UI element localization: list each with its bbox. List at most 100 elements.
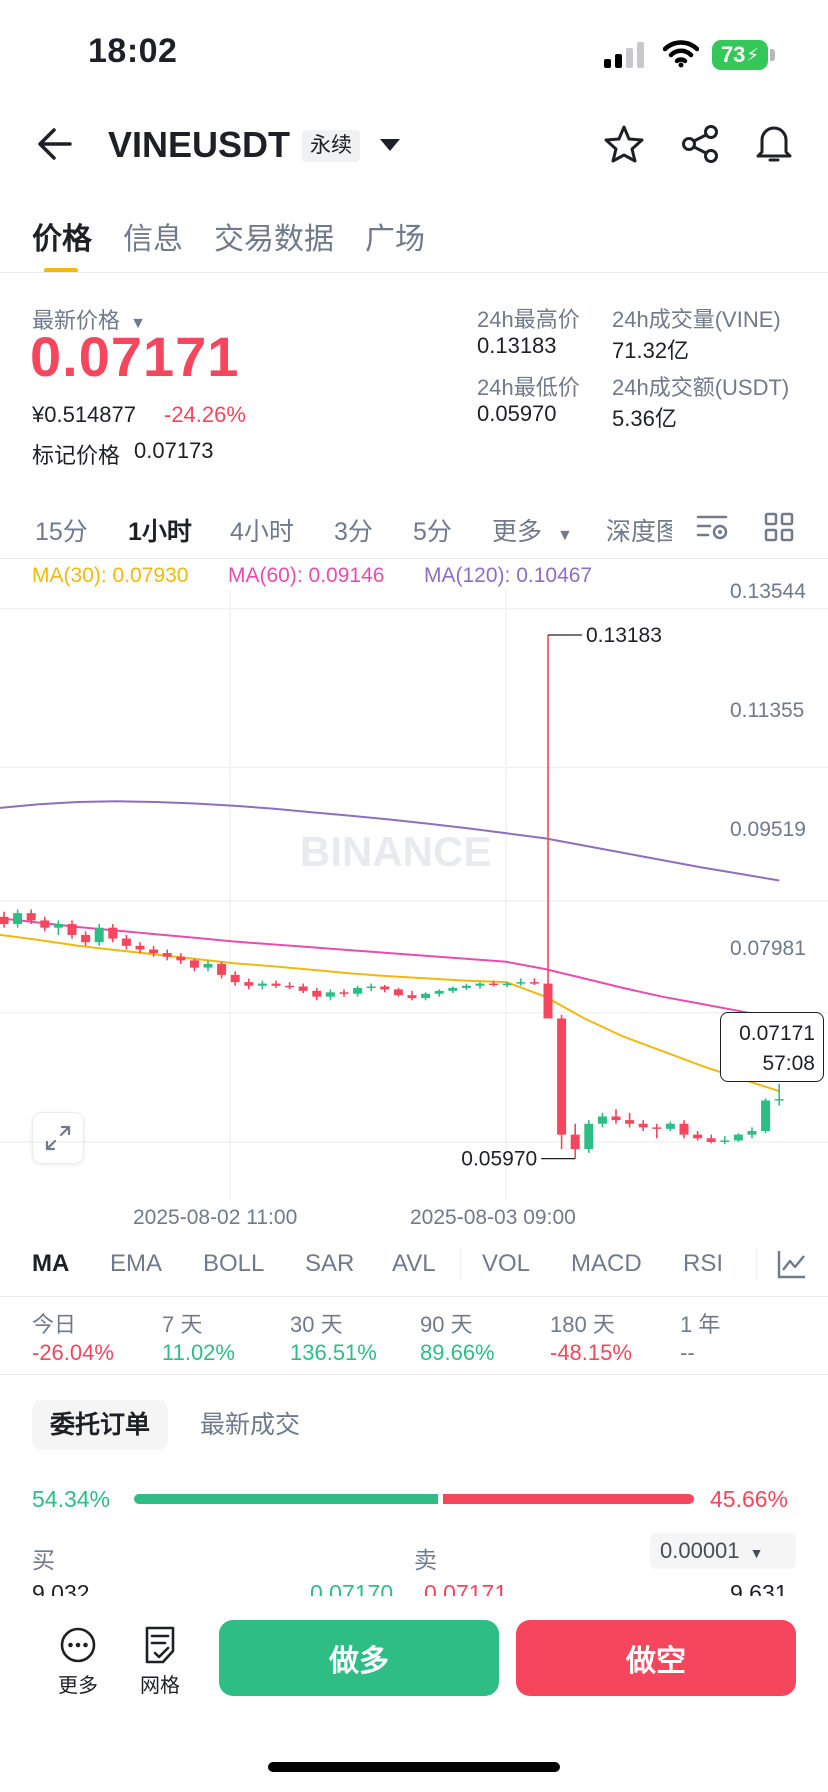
ma-lines xyxy=(0,800,780,1093)
timeframe-1h[interactable]: 1小时 xyxy=(128,518,192,546)
layout-grid-icon[interactable] xyxy=(764,512,794,542)
candle xyxy=(13,909,23,928)
period-change: -26.04% xyxy=(32,1340,114,1365)
symbol-title[interactable]: VINEUSDT xyxy=(108,124,291,165)
ma30-legend: MA(30): 0.07930 xyxy=(32,564,189,587)
candle-body xyxy=(434,990,444,994)
candle-body xyxy=(0,916,9,925)
long-button[interactable]: 做多 xyxy=(219,1620,499,1696)
timeframe-15m[interactable]: 15分 xyxy=(35,518,88,546)
indicator-ma[interactable]: MA xyxy=(32,1250,70,1277)
symbol-dropdown-icon[interactable] xyxy=(378,136,402,154)
candle-body xyxy=(353,987,363,994)
timeframe-more[interactable]: 更多 ▼ xyxy=(492,512,573,548)
tab-trading-data[interactable]: 交易数据 xyxy=(214,223,334,256)
period-change: -48.15% xyxy=(550,1340,632,1365)
fullscreen-button[interactable] xyxy=(32,1112,84,1164)
candle xyxy=(257,980,267,990)
indicators-divider xyxy=(0,1296,828,1297)
candle-body xyxy=(149,949,159,954)
high-24h-label: 24h最高价 xyxy=(477,307,580,332)
period-label: 7 天 xyxy=(162,1312,203,1337)
candle-body xyxy=(516,982,526,984)
timeframe-4h[interactable]: 4小时 xyxy=(230,518,294,546)
alert-bell-icon[interactable] xyxy=(754,122,794,164)
grid-trading-button[interactable]: 网格 xyxy=(132,1626,188,1698)
indicator-macd[interactable]: MACD xyxy=(571,1250,642,1277)
candle-body xyxy=(298,986,308,991)
short-button[interactable]: 做空 xyxy=(516,1620,796,1696)
candle-body xyxy=(13,913,23,925)
ma60-legend: MA(60): 0.09146 xyxy=(228,564,385,587)
candle-body xyxy=(421,993,431,999)
candlestick-chart[interactable]: BINANCE 0.13183 0.05970 xyxy=(0,590,828,1200)
more-button[interactable]: 更多 xyxy=(50,1626,106,1698)
tab-latest-trades[interactable]: 最新成交 xyxy=(200,1411,301,1439)
favorite-star-icon[interactable] xyxy=(604,124,644,164)
candle xyxy=(747,1127,757,1139)
tab-info[interactable]: 信息 xyxy=(123,223,183,256)
candle-body xyxy=(40,920,50,928)
candle xyxy=(502,982,512,988)
candle xyxy=(203,960,213,972)
tab-square[interactable]: 广场 xyxy=(365,223,425,256)
candle-body xyxy=(448,987,458,991)
candle-body xyxy=(285,985,295,988)
y-tick-2: 0.09519 xyxy=(730,818,806,841)
ma120-legend: MA(120): 0.10467 xyxy=(424,564,593,587)
candle-body xyxy=(407,995,417,999)
candle xyxy=(706,1134,716,1144)
status-time: 18:02 xyxy=(88,32,178,70)
indicator-vol[interactable]: VOL xyxy=(482,1250,531,1277)
tab-order-book[interactable]: 委托订单 xyxy=(32,1400,168,1450)
candle xyxy=(189,958,199,972)
chart-settings-icon[interactable] xyxy=(696,512,730,542)
indicator-avl[interactable]: AVL xyxy=(392,1250,436,1277)
indicator-ema[interactable]: EMA xyxy=(110,1250,163,1277)
ma60-legend-value: 0.09146 xyxy=(308,564,385,587)
candle xyxy=(53,920,63,935)
timeframe-5m[interactable]: 5分 xyxy=(413,518,452,546)
last-price-label[interactable]: 最新价格 ▼ xyxy=(32,303,146,335)
bid-qty: 9,032 xyxy=(32,1580,90,1596)
candle xyxy=(461,983,471,991)
timeframe-3m[interactable]: 3分 xyxy=(334,518,373,546)
tab-price[interactable]: 价格 xyxy=(32,223,92,256)
precision-value: 0.00001 xyxy=(660,1538,740,1563)
share-icon[interactable] xyxy=(680,124,720,164)
ma120-legend-value: 0.10467 xyxy=(516,564,593,587)
chart-grid xyxy=(0,590,828,1200)
indicator-rsi[interactable]: RSI xyxy=(683,1250,724,1277)
indicator-sar[interactable]: SAR xyxy=(305,1250,355,1277)
candle xyxy=(557,1014,567,1150)
indicator-boll[interactable]: BOLL xyxy=(203,1250,265,1277)
precision-select[interactable]: 0.00001 ▼ xyxy=(650,1533,796,1569)
ma60-line xyxy=(0,917,780,1020)
candle xyxy=(149,945,159,957)
candle xyxy=(108,924,118,943)
ask-qty: 9,631 xyxy=(730,1580,788,1596)
buy-ratio: 54.34% xyxy=(32,1486,111,1512)
ask-price: 0.07171 xyxy=(424,1580,508,1596)
candle-body xyxy=(529,982,539,984)
depth-chart-tab[interactable]: 深度图 xyxy=(606,518,672,546)
period-change: 136.51% xyxy=(290,1340,377,1365)
candle-body xyxy=(774,1099,784,1101)
candle-body xyxy=(475,983,485,986)
candle-body xyxy=(570,1134,580,1150)
candle xyxy=(285,982,295,990)
candle xyxy=(625,1112,635,1128)
sell-ratio-bar xyxy=(443,1494,694,1504)
candle-body xyxy=(380,986,390,990)
candle-body xyxy=(230,974,240,983)
candle xyxy=(230,971,240,986)
candle xyxy=(135,942,145,954)
indicator-settings-icon[interactable] xyxy=(776,1248,808,1280)
candle-body xyxy=(502,983,512,986)
ma60-legend-name: MA(60) xyxy=(228,564,297,587)
timeframe-more-label: 更多 xyxy=(492,518,543,546)
candle-body xyxy=(94,927,104,943)
back-arrow-icon[interactable] xyxy=(34,126,74,162)
turnover-24h-label: 24h成交额(USDT) xyxy=(612,375,790,400)
candle xyxy=(733,1133,743,1142)
